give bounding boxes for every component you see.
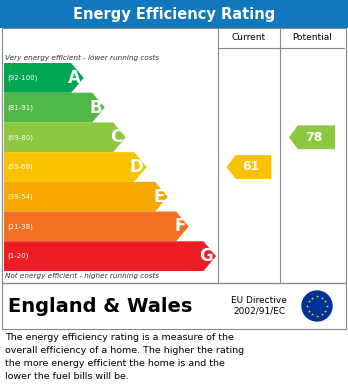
Polygon shape — [4, 152, 147, 182]
Text: 61: 61 — [243, 160, 260, 174]
Text: (39-54): (39-54) — [7, 194, 33, 200]
Polygon shape — [4, 212, 189, 241]
Text: The energy efficiency rating is a measure of the
overall efficiency of a home. T: The energy efficiency rating is a measur… — [5, 333, 244, 380]
Text: B: B — [89, 99, 102, 117]
Text: (21-38): (21-38) — [7, 223, 33, 230]
Text: G: G — [199, 247, 213, 265]
Bar — [2, 28, 346, 283]
Text: Not energy efficient - higher running costs: Not energy efficient - higher running co… — [5, 273, 159, 279]
Text: Energy Efficiency Rating: Energy Efficiency Rating — [73, 7, 275, 22]
Text: Potential: Potential — [292, 34, 332, 43]
Text: F: F — [174, 217, 186, 235]
Text: Very energy efficient - lower running costs: Very energy efficient - lower running co… — [5, 55, 159, 61]
Polygon shape — [4, 182, 168, 212]
Text: Current: Current — [232, 34, 266, 43]
Text: (69-80): (69-80) — [7, 134, 33, 140]
Text: 78: 78 — [306, 131, 323, 144]
Polygon shape — [227, 155, 271, 179]
Polygon shape — [4, 93, 105, 122]
Text: C: C — [110, 128, 123, 146]
Polygon shape — [289, 126, 335, 149]
Text: E: E — [153, 188, 165, 206]
Bar — [2, 283, 346, 329]
Polygon shape — [4, 122, 126, 152]
Text: (81-91): (81-91) — [7, 104, 33, 111]
Text: England & Wales: England & Wales — [8, 296, 192, 316]
Text: A: A — [68, 69, 81, 87]
Text: EU Directive
2002/91/EC: EU Directive 2002/91/EC — [231, 296, 287, 316]
Text: (55-68): (55-68) — [7, 164, 33, 170]
Circle shape — [302, 291, 332, 321]
Text: (92-100): (92-100) — [7, 75, 37, 81]
Bar — [0, 0, 348, 28]
Polygon shape — [4, 63, 84, 93]
Text: D: D — [130, 158, 144, 176]
Polygon shape — [4, 241, 216, 271]
Text: (1-20): (1-20) — [7, 253, 29, 259]
